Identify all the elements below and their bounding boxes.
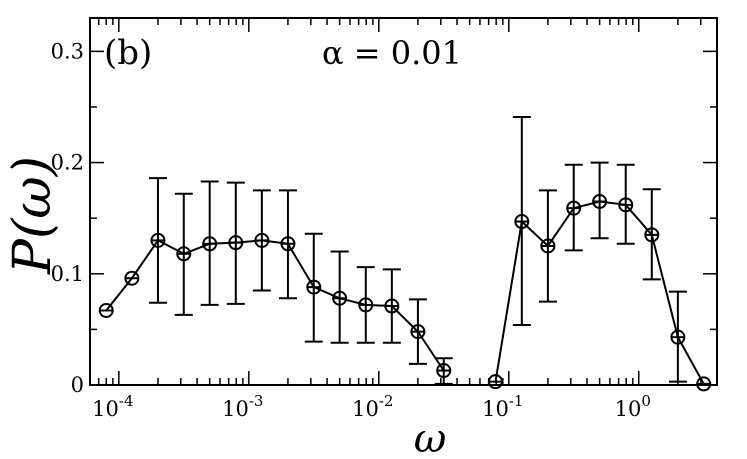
panel-label: (b) bbox=[104, 33, 152, 73]
data-points bbox=[98, 194, 712, 392]
x-axis-label: ω bbox=[414, 416, 447, 459]
x-tick-label: 10-3 bbox=[222, 392, 263, 421]
error-bars bbox=[148, 115, 687, 385]
axis-ticks: 0 0.1 0.2 0.3 10-4 10-3 10-2 10-1 100 bbox=[51, 18, 717, 421]
alpha-annotation: α = 0.01 bbox=[322, 34, 462, 72]
y-tick-label: 0.2 bbox=[51, 151, 84, 175]
x-tick-label: 100 bbox=[615, 392, 651, 421]
y-axis-label: P(ω) bbox=[3, 156, 63, 275]
y-tick-label: 0.3 bbox=[51, 39, 84, 63]
x-tick-label: 10-4 bbox=[92, 392, 133, 421]
x-tick-label: 10-2 bbox=[352, 392, 393, 421]
plot-frame bbox=[89, 17, 718, 386]
y-tick-label: 0.1 bbox=[51, 262, 84, 286]
y-tick-label: 0 bbox=[71, 373, 84, 397]
x-tick-label: 10-1 bbox=[482, 392, 523, 421]
series-lines bbox=[105, 200, 705, 385]
